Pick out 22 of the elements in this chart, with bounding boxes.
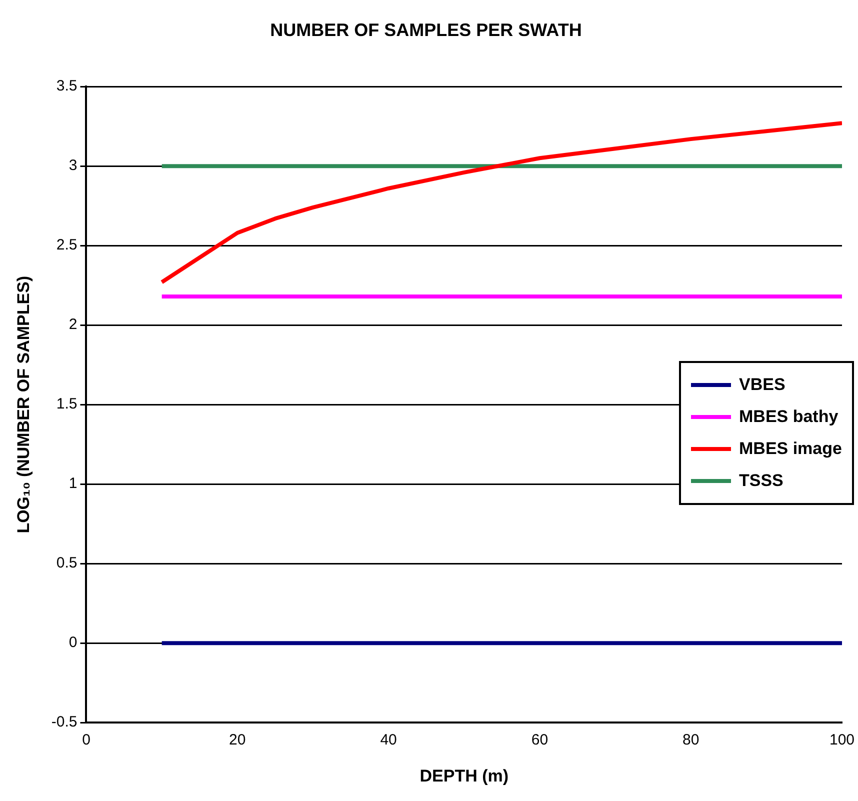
x-tick-label: 40: [380, 732, 397, 749]
x-tick-label: 20: [229, 732, 246, 749]
y-tick-label: -0.5: [51, 714, 78, 731]
y-tick-label: 3.5: [56, 78, 78, 95]
y-axis-title: LOG₁₀ (NUMBER OF SAMPLES): [14, 276, 33, 534]
x-tick-label: 60: [531, 732, 548, 749]
y-tick-label: 1: [68, 475, 78, 492]
legend-label: MBES bathy: [739, 407, 838, 428]
legend-label: VBES: [739, 375, 786, 396]
y-tick-label: 2: [68, 316, 78, 334]
x-tick-label: 80: [682, 732, 700, 749]
y-tick-label: 1.5: [56, 396, 78, 413]
legend-label: MBES image: [739, 439, 842, 460]
x-tick-label: 0: [82, 732, 90, 749]
legend-label: TSSS: [739, 471, 784, 492]
x-tick-label: 100: [829, 732, 855, 749]
y-tick-label: 2.5: [56, 236, 78, 254]
y-tick-label: 0.5: [56, 554, 78, 572]
x-axis-title: DEPTH (m): [420, 766, 509, 786]
y-tick-label: 3: [68, 157, 78, 174]
chart-title: NUMBER OF SAMPLES PER SWATH: [270, 20, 582, 40]
y-tick-label: 0: [68, 634, 78, 652]
